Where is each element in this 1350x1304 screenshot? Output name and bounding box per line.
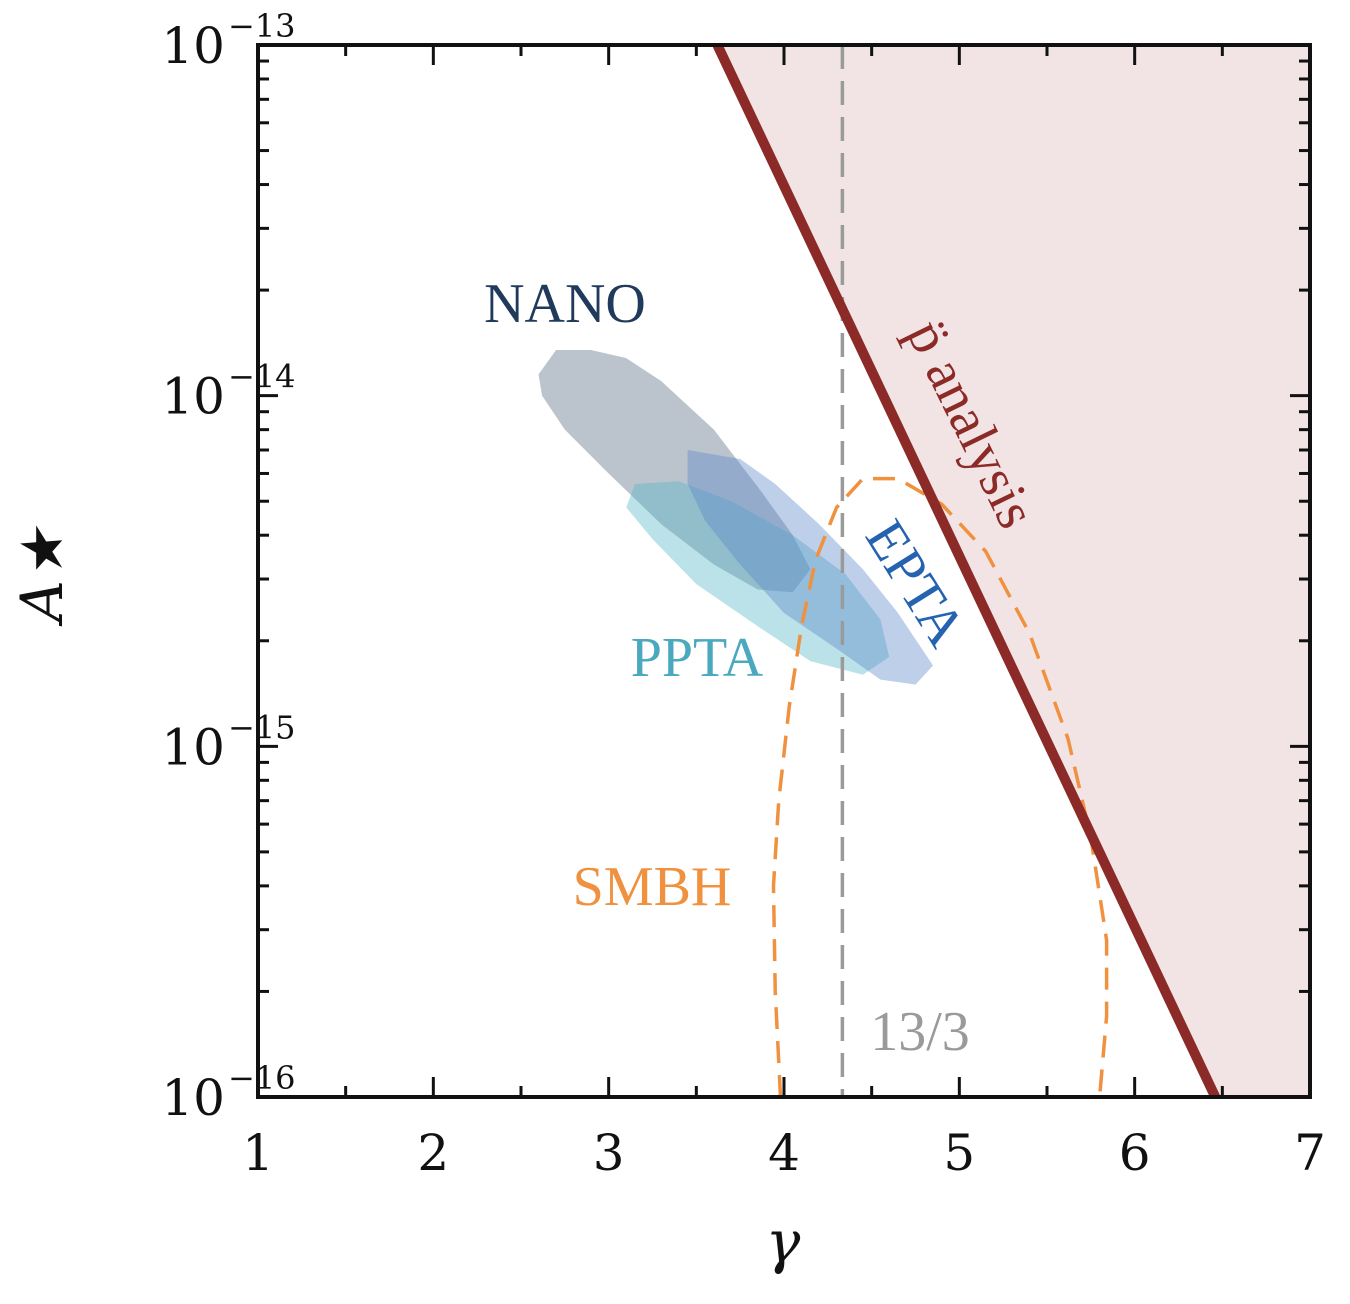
y-tick-label: 10 xyxy=(161,1069,225,1127)
x-tick-label: 6 xyxy=(1119,1124,1151,1182)
x-tick-label: 5 xyxy=(943,1124,975,1182)
y-tick-exponent: −16 xyxy=(228,1059,296,1097)
x-tick-label: 1 xyxy=(242,1124,274,1182)
excluded-region xyxy=(717,45,1310,1097)
plot-area xyxy=(538,45,1310,1097)
y-axis-title: A★ xyxy=(8,525,76,627)
label-ppta: PPTA xyxy=(631,627,764,689)
x-tick-label: 4 xyxy=(768,1124,800,1182)
bound-line xyxy=(712,45,1220,1097)
label-smbh: SMBH xyxy=(573,856,732,918)
label-reference: 13/3 xyxy=(870,1001,970,1063)
label-nano: NANO xyxy=(484,273,646,335)
y-tick-exponent: −14 xyxy=(228,358,296,396)
region-epta xyxy=(687,449,934,685)
region-ppta xyxy=(626,481,890,675)
y-tick-exponent: −13 xyxy=(228,7,296,45)
plot-frame xyxy=(256,43,1312,1099)
y-tick-label: 10 xyxy=(161,368,225,426)
y-tick-label: 10 xyxy=(161,17,225,75)
x-tick-label: 2 xyxy=(417,1124,449,1182)
region-nano xyxy=(538,349,811,593)
x-axis-title: γ xyxy=(766,1208,801,1276)
y-tick-label: 10 xyxy=(161,718,225,776)
x-tick-label: 7 xyxy=(1294,1124,1326,1182)
x-tick-labels: 1 2 3 4 5 6 7 xyxy=(242,1124,1326,1182)
contour-regions xyxy=(538,349,1109,1097)
x-tick-label: 3 xyxy=(593,1124,625,1182)
region-smbh xyxy=(771,476,1109,1097)
y-tick-exponent: −15 xyxy=(228,708,296,746)
